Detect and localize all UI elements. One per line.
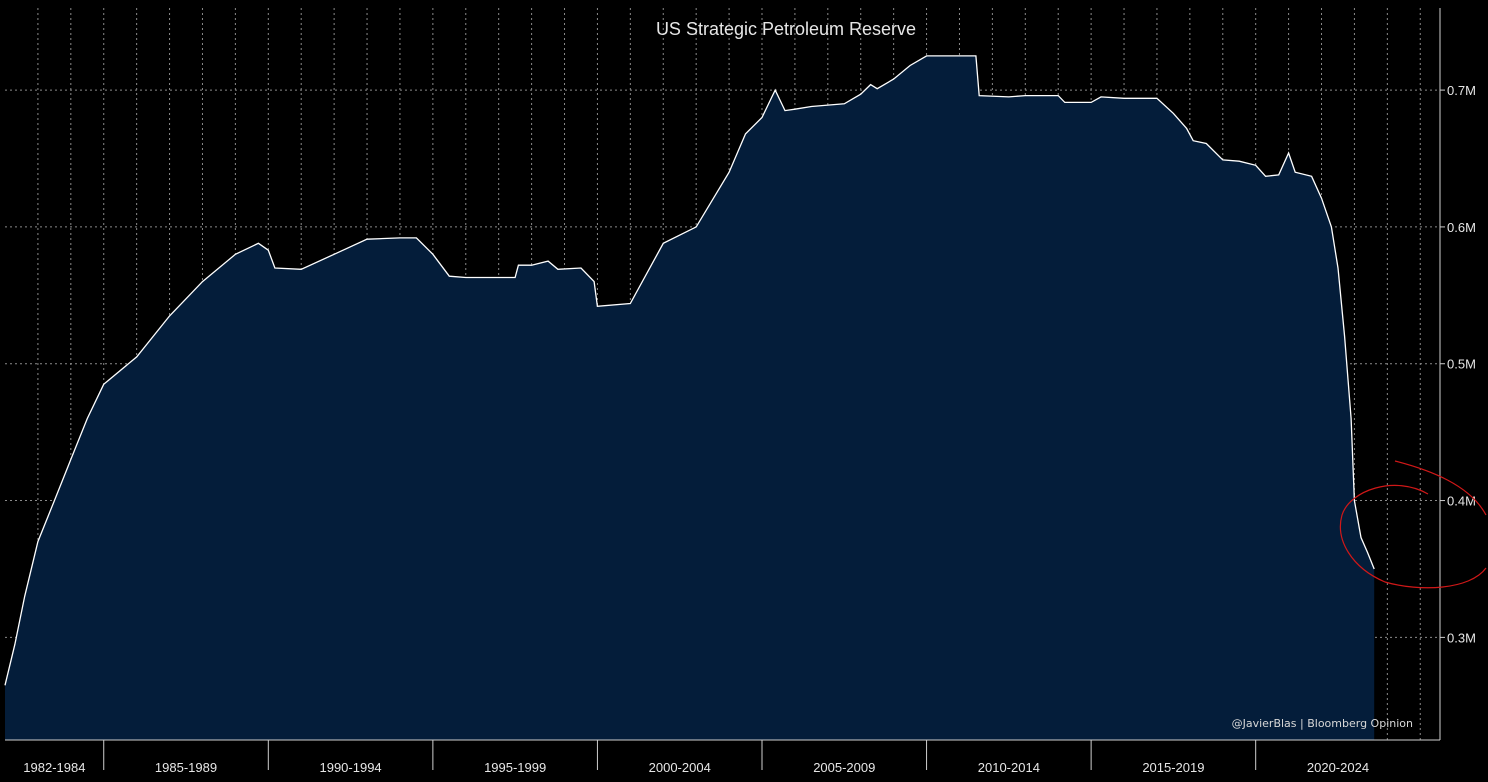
x-period-label: 2005-2009 bbox=[813, 760, 875, 775]
x-period-label: 1990-1994 bbox=[319, 760, 381, 775]
y-tick-label: 0.5M bbox=[1447, 357, 1476, 372]
reserve-area bbox=[5, 55, 1375, 740]
y-tick-label: 0.4M bbox=[1447, 494, 1476, 509]
y-axis-ticks: 0.3M 0.4M 0.5M 0.6M 0.7M bbox=[1440, 83, 1476, 645]
reserve-line bbox=[4, 55, 1375, 686]
x-period-label: 1995-1999 bbox=[484, 760, 546, 775]
red-annotation-tail bbox=[1394, 460, 1487, 516]
chart-title: US Strategic Petroleum Reserve bbox=[656, 19, 916, 39]
x-period-label: 2015-2019 bbox=[1142, 760, 1204, 775]
y-tick-label: 0.3M bbox=[1447, 630, 1476, 645]
x-period-label: 2020-2024 bbox=[1307, 760, 1369, 775]
x-period-label: 1982-1984 bbox=[23, 760, 85, 775]
red-annotation-circle bbox=[1340, 484, 1487, 589]
y-tick-label: 0.7M bbox=[1447, 83, 1476, 98]
x-period-label: 2000-2004 bbox=[649, 760, 711, 775]
red-annotation bbox=[1340, 460, 1487, 589]
source-credit: @JavierBlas | Bloomberg Opinion bbox=[1232, 717, 1413, 730]
x-period-label: 1985-1989 bbox=[155, 760, 217, 775]
y-tick-label: 0.6M bbox=[1447, 220, 1476, 235]
x-axis-periods: 1982-1984 1985-1989 1990-1994 1995-1999 2000… bbox=[23, 740, 1369, 775]
x-period-label: 2010-2014 bbox=[978, 760, 1040, 775]
